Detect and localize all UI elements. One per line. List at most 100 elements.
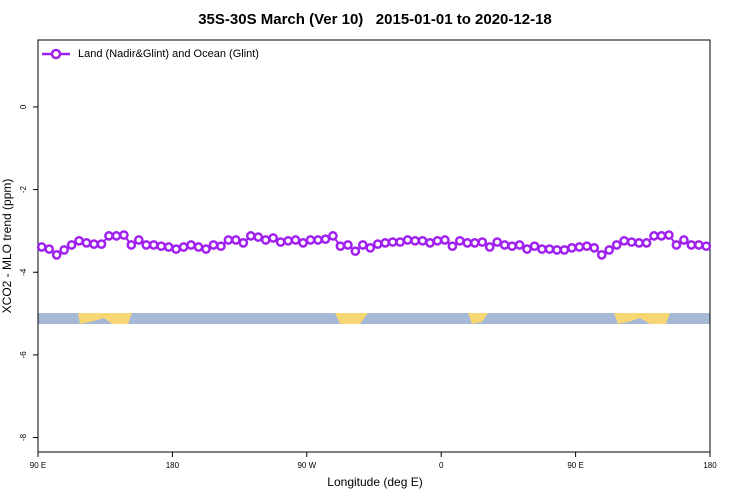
land <box>468 313 488 324</box>
data-point <box>455 235 465 246</box>
data-point <box>402 235 413 245</box>
data-point <box>440 235 450 245</box>
data-point <box>425 238 435 248</box>
data-point <box>395 237 405 247</box>
x-tick-label: 90 W <box>297 461 316 470</box>
ocean-band <box>38 313 710 324</box>
legend-marker <box>50 48 62 60</box>
data-point <box>574 242 585 252</box>
data-point <box>223 235 234 245</box>
data-point <box>589 243 600 253</box>
data-point <box>350 246 361 257</box>
x-tick-label: 180 <box>703 461 717 470</box>
data-point <box>567 243 577 253</box>
data-point <box>81 238 92 248</box>
data-point <box>679 235 689 245</box>
data-point <box>484 242 495 252</box>
data-point <box>343 240 353 250</box>
data-point <box>626 237 637 247</box>
data-point <box>514 240 525 250</box>
data-point <box>664 230 674 240</box>
data-point <box>283 235 293 246</box>
data-point <box>596 250 607 260</box>
data-point <box>619 235 629 246</box>
data-point <box>313 235 323 245</box>
data-point <box>59 245 69 255</box>
data-point <box>163 242 174 252</box>
data-point <box>335 241 346 252</box>
data-point <box>492 237 503 247</box>
data-point <box>231 235 241 245</box>
data-point <box>693 240 704 250</box>
data-point <box>537 244 547 254</box>
data-point <box>559 245 570 255</box>
y-tick-label: -2 <box>19 185 28 193</box>
data-point <box>238 238 249 248</box>
data-point <box>649 231 659 241</box>
data-point <box>171 244 181 254</box>
data-point <box>357 240 368 250</box>
data-point <box>36 242 47 252</box>
data-point <box>410 235 420 246</box>
data-point <box>126 240 137 250</box>
land <box>335 313 368 324</box>
map-strip <box>38 313 710 324</box>
data-point <box>320 234 331 245</box>
data-point <box>507 241 517 252</box>
y-tick-label: -6 <box>19 351 28 359</box>
data-point <box>119 230 129 240</box>
data-point <box>365 243 376 253</box>
data-point <box>656 231 667 241</box>
data-point <box>290 235 301 245</box>
data-point <box>216 241 226 252</box>
data-point <box>74 235 84 246</box>
y-tick-label: 0 <box>19 104 28 109</box>
data-point <box>104 231 114 241</box>
data-point <box>178 242 189 252</box>
data-point <box>552 245 562 255</box>
chart-title: 35S-30S March (Ver 10) 2015-01-01 to 202… <box>198 11 552 28</box>
data-point <box>634 238 644 248</box>
data-point <box>141 240 152 250</box>
data-point <box>671 240 682 250</box>
land <box>614 313 670 324</box>
data-point <box>201 244 211 254</box>
data-point <box>611 240 622 250</box>
data-point <box>477 237 488 247</box>
data-point <box>186 240 196 250</box>
data-point <box>641 238 652 248</box>
data-point <box>387 237 398 247</box>
data-point <box>96 239 107 249</box>
y-axis-label: XCO2 - MLO trend (ppm) <box>0 179 14 314</box>
data-point <box>111 231 122 241</box>
data-point <box>66 240 77 250</box>
data-point <box>268 233 279 243</box>
x-tick-label: 0 <box>439 461 444 470</box>
data-point <box>148 240 159 250</box>
data-point <box>208 240 219 250</box>
x-tick-label: 90 E <box>567 461 583 470</box>
x-axis-label: Longitude (deg E) <box>327 475 422 489</box>
y-tick-label: -4 <box>19 268 28 276</box>
x-tick-label: 90 E <box>30 461 46 470</box>
data-point <box>133 235 144 245</box>
data-point <box>193 242 204 252</box>
data-point <box>260 235 271 245</box>
data-point <box>604 245 615 255</box>
data-point <box>380 238 391 248</box>
data-point <box>447 241 458 252</box>
data-point <box>245 231 256 241</box>
data-point <box>298 238 308 248</box>
data-point <box>544 244 555 254</box>
data-point <box>469 238 480 248</box>
data-point <box>51 250 62 260</box>
y-tick-label: -8 <box>19 433 28 441</box>
data-point <box>499 240 510 250</box>
data-point <box>44 244 55 254</box>
data-point <box>275 237 286 247</box>
data-point <box>89 239 99 249</box>
data-point <box>156 241 167 252</box>
data-point <box>686 240 697 250</box>
land <box>78 313 132 324</box>
